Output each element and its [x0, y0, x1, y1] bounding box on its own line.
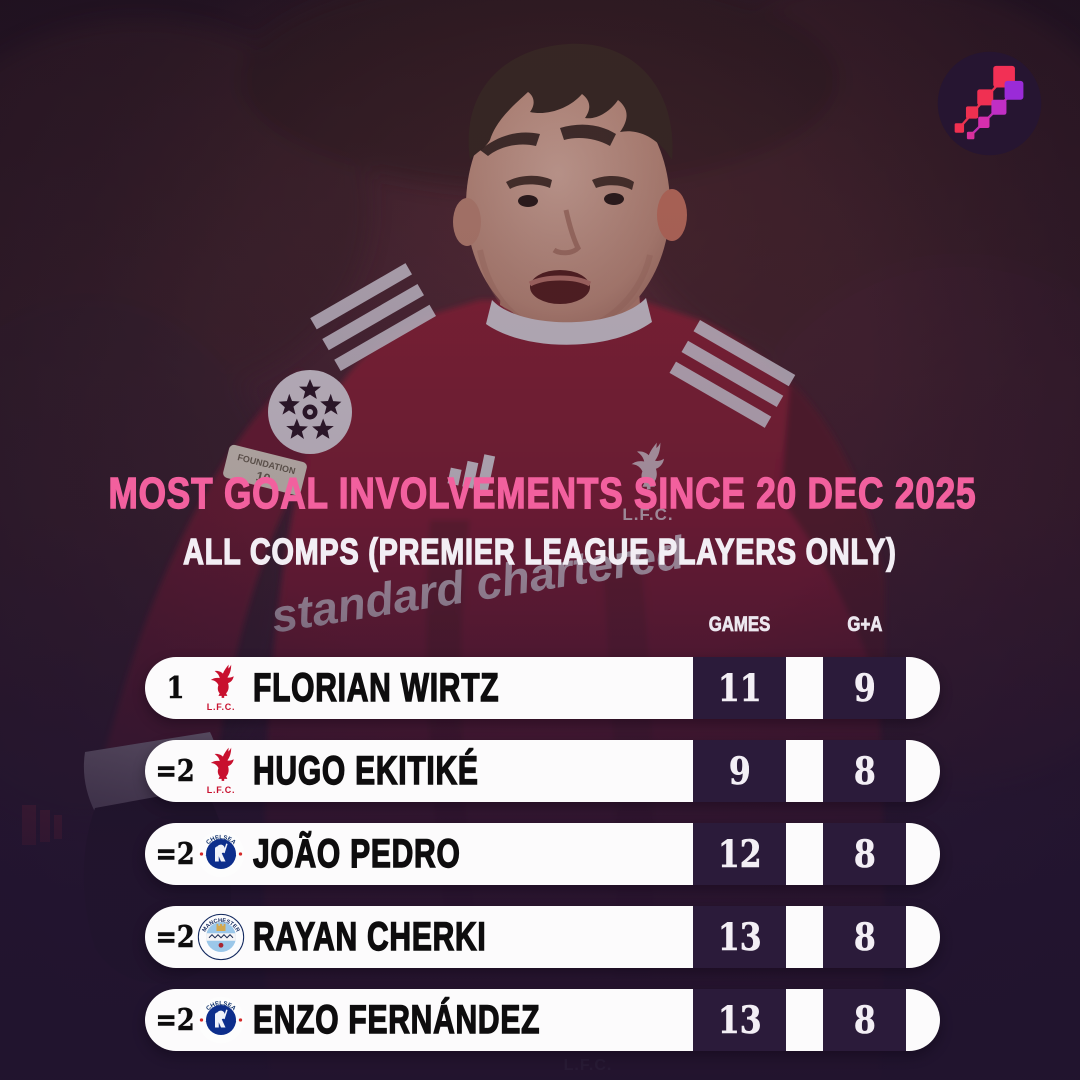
games-value: 12: [693, 823, 786, 885]
club-badge-icon: [197, 745, 245, 797]
ga-value: 8: [823, 740, 906, 802]
rank-label: =2: [155, 919, 195, 955]
table-row: =2 JOÃO PEDRO 12 8: [145, 823, 940, 885]
page-title: MOST GOAL INVOLVEMENTS SINCE 20 DEC 2025: [108, 469, 977, 518]
games-value: 13: [693, 989, 786, 1051]
games-value: 13: [693, 906, 786, 968]
player-name: HUGO EKITIKÉ: [252, 748, 479, 793]
ga-value: 8: [823, 906, 906, 968]
games-value: 9: [693, 740, 786, 802]
club-badge-icon: [197, 994, 245, 1046]
club-badge-icon: [197, 828, 245, 880]
table-row: 1 FLORIAN WIRTZ 11 9: [145, 657, 940, 719]
club-badge-icon: [197, 911, 245, 963]
player-name: ENZO FERNÁNDEZ: [252, 997, 541, 1042]
column-headers: GAMES G+A: [145, 612, 940, 638]
games-value: 11: [693, 657, 786, 719]
ga-value: 9: [823, 657, 906, 719]
club-badge-icon: [197, 662, 245, 714]
leaderboard-table: 1 FLORIAN WIRTZ 11 9 =2 HUGO EKITIKÉ 9 8…: [145, 657, 940, 1072]
rank-label: 1: [166, 670, 184, 706]
player-name: FLORIAN WIRTZ: [252, 665, 500, 710]
ga-value: 8: [823, 823, 906, 885]
page-subtitle: ALL COMPS (PREMIER LEAGUE PLAYERS ONLY): [183, 531, 897, 572]
ga-value: 8: [823, 989, 906, 1051]
ga-column-header: G+A: [846, 613, 883, 637]
table-row: =2 ENZO FERNÁNDEZ 13 8: [145, 989, 940, 1051]
player-name: JOÃO PEDRO: [252, 831, 461, 876]
rank-label: =2: [155, 836, 195, 872]
table-row: =2 HUGO EKITIKÉ 9 8: [145, 740, 940, 802]
table-row: =2 RAYAN CHERKI 13 8: [145, 906, 940, 968]
player-name: RAYAN CHERKI: [252, 914, 487, 959]
rank-label: =2: [155, 1002, 195, 1038]
games-column-header: GAMES: [708, 613, 771, 637]
rank-label: =2: [155, 753, 195, 789]
brand-logo-icon: [937, 51, 1042, 156]
